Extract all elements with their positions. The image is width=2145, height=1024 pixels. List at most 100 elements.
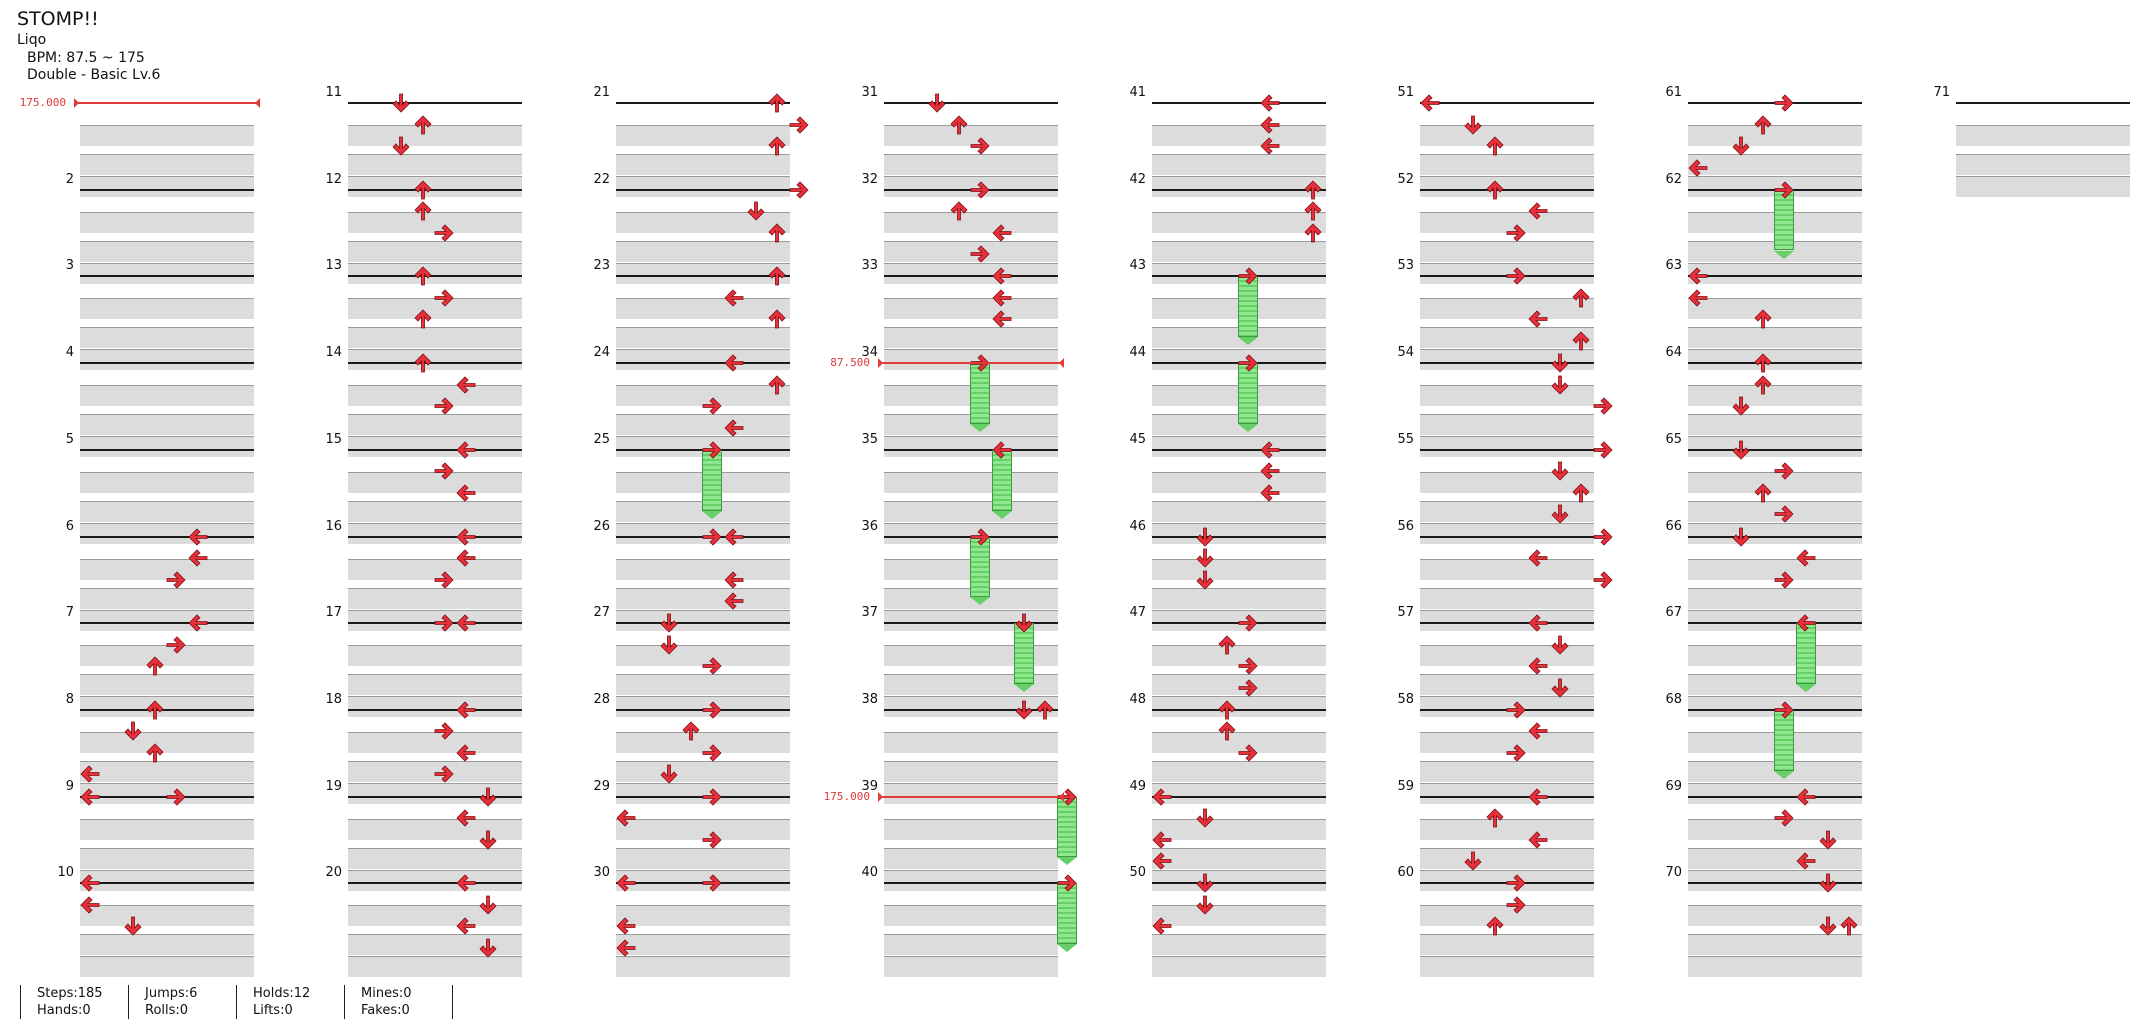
measure-stripe: [348, 934, 522, 956]
measure-stripe: [348, 558, 522, 580]
measure-stripe: [884, 847, 1058, 869]
hold-note-tail: [1013, 684, 1034, 692]
arrow-left-icon: [1260, 462, 1280, 480]
measure-stripe: [348, 436, 522, 458]
measure-number: 29: [593, 778, 610, 794]
measure-stripe: [348, 905, 522, 927]
stat-hands: Hands:0: [37, 1003, 91, 1018]
arrow-up-icon: [1572, 483, 1590, 503]
arrow-up-icon: [768, 375, 786, 394]
arrow-down-icon: [1551, 461, 1569, 481]
arrow-right-icon: [1238, 354, 1258, 372]
measure-stripe: [80, 385, 254, 407]
measure-bar-line: [348, 708, 522, 711]
measure-number: 40: [861, 865, 878, 881]
measure-stripe: [1956, 154, 2130, 175]
arrow-left-icon: [1528, 549, 1548, 567]
arrow-up-icon: [950, 201, 968, 221]
measure-bar-line: [1688, 795, 1862, 798]
arrow-left-icon: [456, 376, 476, 394]
stats-col-mines: Mines:0 Fakes:0: [344, 985, 452, 1019]
bpm-change-marker-left: [74, 98, 79, 108]
arrow-down-icon: [1551, 504, 1569, 524]
measure-number: 50: [1129, 865, 1146, 881]
measure-stripe: [80, 674, 254, 696]
measure-stripe: [1420, 240, 1594, 262]
measure-stripe: [1420, 414, 1594, 436]
measure-stripe: [80, 349, 254, 371]
arrow-left-icon: [456, 484, 476, 502]
stats-col-jumps: Jumps:6 Rolls:0: [128, 985, 236, 1019]
bpm-change-line: [878, 795, 1064, 798]
measure-number: 38: [861, 691, 878, 707]
measure-number: 19: [325, 778, 342, 794]
measure-stripe: [616, 934, 790, 956]
arrow-left-icon: [1260, 115, 1280, 134]
measure-number: 47: [1129, 605, 1146, 621]
arrow-up-icon: [1304, 180, 1322, 200]
arrow-left-icon: [1528, 614, 1548, 632]
measure-number: 28: [593, 691, 610, 707]
measure-stripe: [80, 847, 254, 869]
measure-stripe: [1420, 436, 1594, 458]
measure-stripe: [616, 696, 790, 718]
measure-number: 55: [1397, 431, 1414, 447]
stats-col-holds: Holds:12 Lifts:0: [236, 985, 344, 1019]
bpm-change-label: 175.000: [823, 789, 870, 803]
measure-number: 6: [65, 518, 74, 534]
measure-number: 12: [325, 171, 342, 187]
measure-stripe: [1152, 500, 1326, 522]
measure-number: 10: [57, 865, 74, 881]
measure-number: 69: [1665, 778, 1682, 794]
arrow-left-icon: [1528, 788, 1548, 806]
measure-stripe: [1152, 125, 1326, 146]
measure-stripe: [616, 240, 790, 262]
measure-number: 22: [593, 171, 610, 187]
arrow-left-icon: [724, 419, 744, 437]
measure-stripe: [1152, 154, 1326, 175]
measure-number: 43: [1129, 258, 1146, 274]
measure-stripe: [1420, 327, 1594, 349]
arrow-left-icon: [1260, 441, 1280, 459]
arrow-left-icon: [1152, 852, 1172, 870]
arrow-right-icon: [970, 527, 990, 546]
measure-stripe: [1152, 240, 1326, 262]
bpm-change-label: 87.500: [830, 356, 870, 370]
arrow-down-icon: [392, 93, 410, 113]
measure-bar-line: [80, 708, 254, 711]
arrow-up-icon: [1304, 223, 1322, 243]
arrow-right-icon: [434, 765, 454, 783]
arrow-down-icon: [1819, 916, 1837, 936]
arrow-right-icon: [1238, 657, 1258, 675]
measure-bar-line: [1152, 708, 1326, 711]
measure-bar-line: [884, 882, 1058, 885]
arrow-up-icon: [950, 114, 968, 134]
measure-stripe: [1688, 674, 1862, 696]
arrow-left-icon: [992, 267, 1012, 285]
song-chart-difficulty: Double - Basic Lv.6: [27, 67, 161, 83]
measure-stripe: [80, 818, 254, 840]
measure-stripe: [80, 262, 254, 284]
arrow-right-icon: [1774, 181, 1794, 199]
arrow-down-icon: [747, 201, 765, 221]
arrow-down-icon: [1551, 353, 1569, 373]
arrow-right-icon: [1238, 614, 1258, 632]
measure-stripe: [348, 154, 522, 175]
hold-note-tail: [1056, 857, 1077, 866]
arrow-left-icon: [724, 527, 744, 546]
measure-stripe: [884, 905, 1058, 927]
measure-stripe: [616, 782, 790, 804]
stat-steps: Steps:185: [37, 986, 103, 1001]
measure-number: 37: [861, 605, 878, 621]
arrow-right-icon: [702, 788, 722, 806]
arrow-right-icon: [702, 441, 722, 459]
measure-stripe: [1688, 847, 1862, 869]
measure-stripe: [616, 905, 790, 927]
measure-stripe: [1420, 558, 1594, 580]
measure-number: 36: [861, 518, 878, 534]
measure-stripe: [1688, 905, 1862, 927]
arrow-left-icon: [1796, 614, 1816, 632]
measure-stripe: [1688, 645, 1862, 667]
measure-stripe: [884, 696, 1058, 718]
measure-stripe: [348, 696, 522, 718]
